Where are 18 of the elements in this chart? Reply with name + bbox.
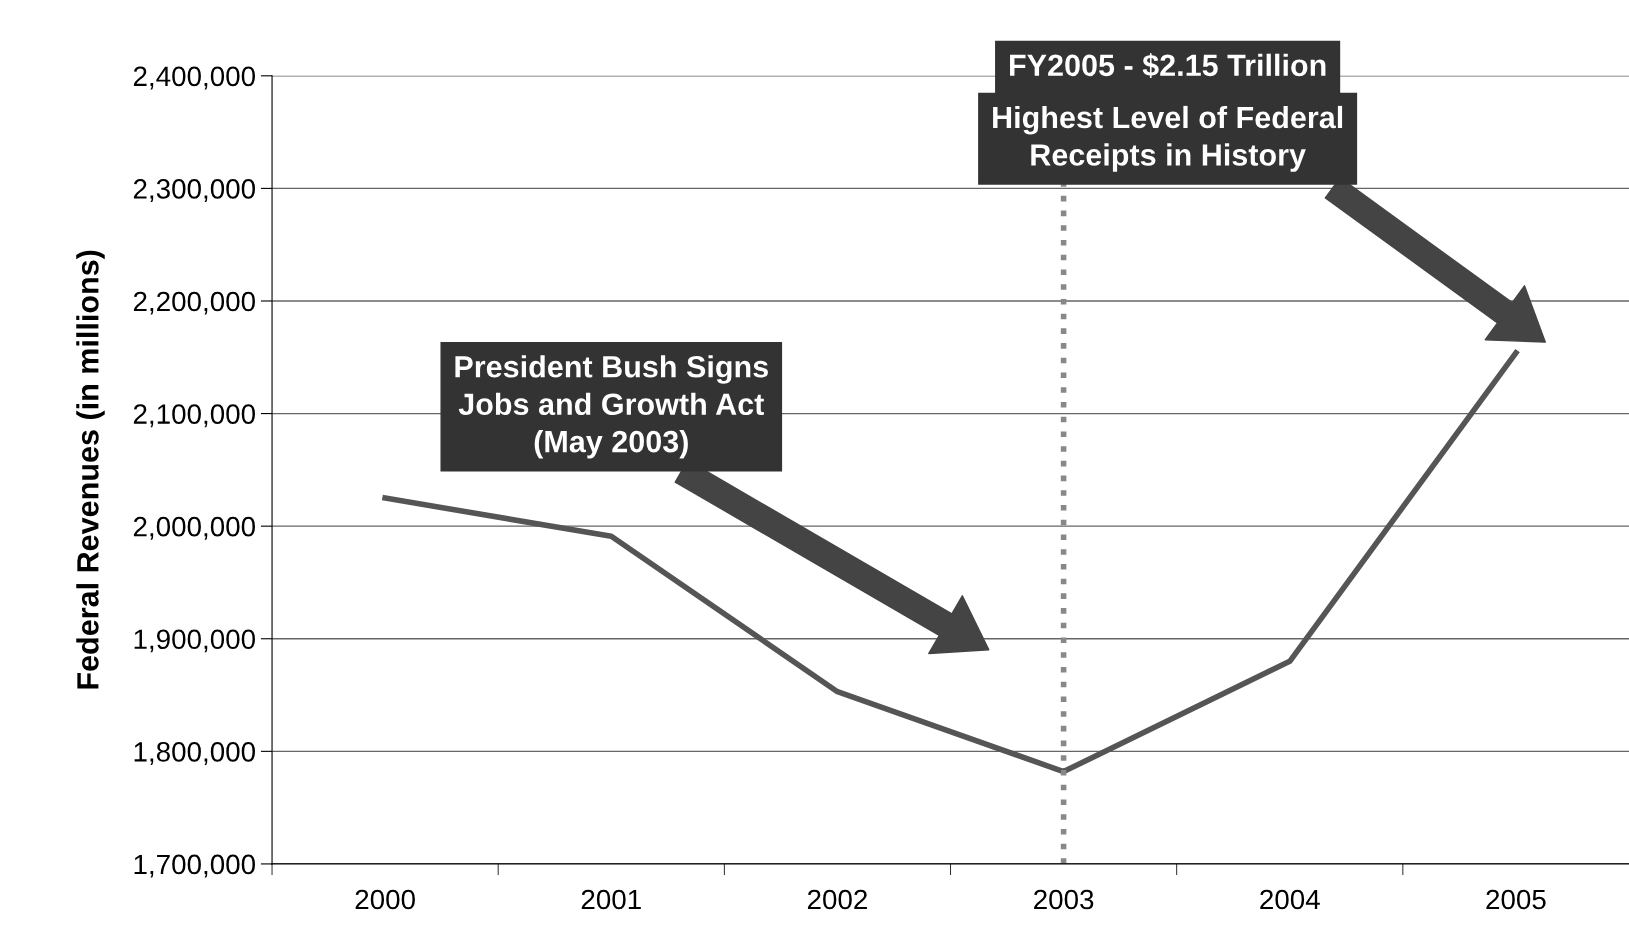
x-tick-label: 2003 [1034,889,1094,910]
y-tick-label: 1,800,000 [134,742,255,765]
annotation: Highest Level of Federal Receipts in History [993,105,1343,172]
annotation: FY2005 - $2.15 Trillion [1010,53,1326,79]
y-tick-label: 1,900,000 [134,629,255,653]
y-tick-label: 2,200,000 [133,291,255,315]
x-tick-label: 2001 [581,889,641,910]
y-tick-label: 2,300,000 [133,179,255,203]
x-tick-label: 2000 [355,889,415,910]
y-tick-label: 2,000,000 [133,516,255,540]
x-tick-label: 2002 [807,889,867,910]
x-tick-label: 2004 [1260,889,1320,910]
x-tick-label: 2005 [1486,889,1546,910]
y-tick-label: 1,700,000 [134,854,255,878]
y-tick-label: 2,100,000 [133,404,255,428]
y-axis-title: Federal Revenues (in millions) [76,250,105,689]
annotation: President Bush Signs Jobs and Growth Act (May 2003) [455,355,768,459]
y-tick-label: 2,400,000 [133,66,255,90]
